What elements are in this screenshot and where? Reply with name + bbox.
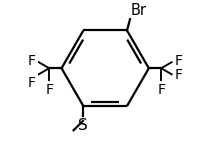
- Text: Br: Br: [131, 4, 147, 18]
- Text: F: F: [157, 83, 165, 97]
- Text: F: F: [28, 54, 36, 68]
- Text: F: F: [174, 68, 182, 82]
- Text: F: F: [45, 83, 53, 97]
- Text: F: F: [174, 54, 182, 68]
- Text: S: S: [79, 118, 88, 133]
- Text: F: F: [28, 76, 36, 90]
